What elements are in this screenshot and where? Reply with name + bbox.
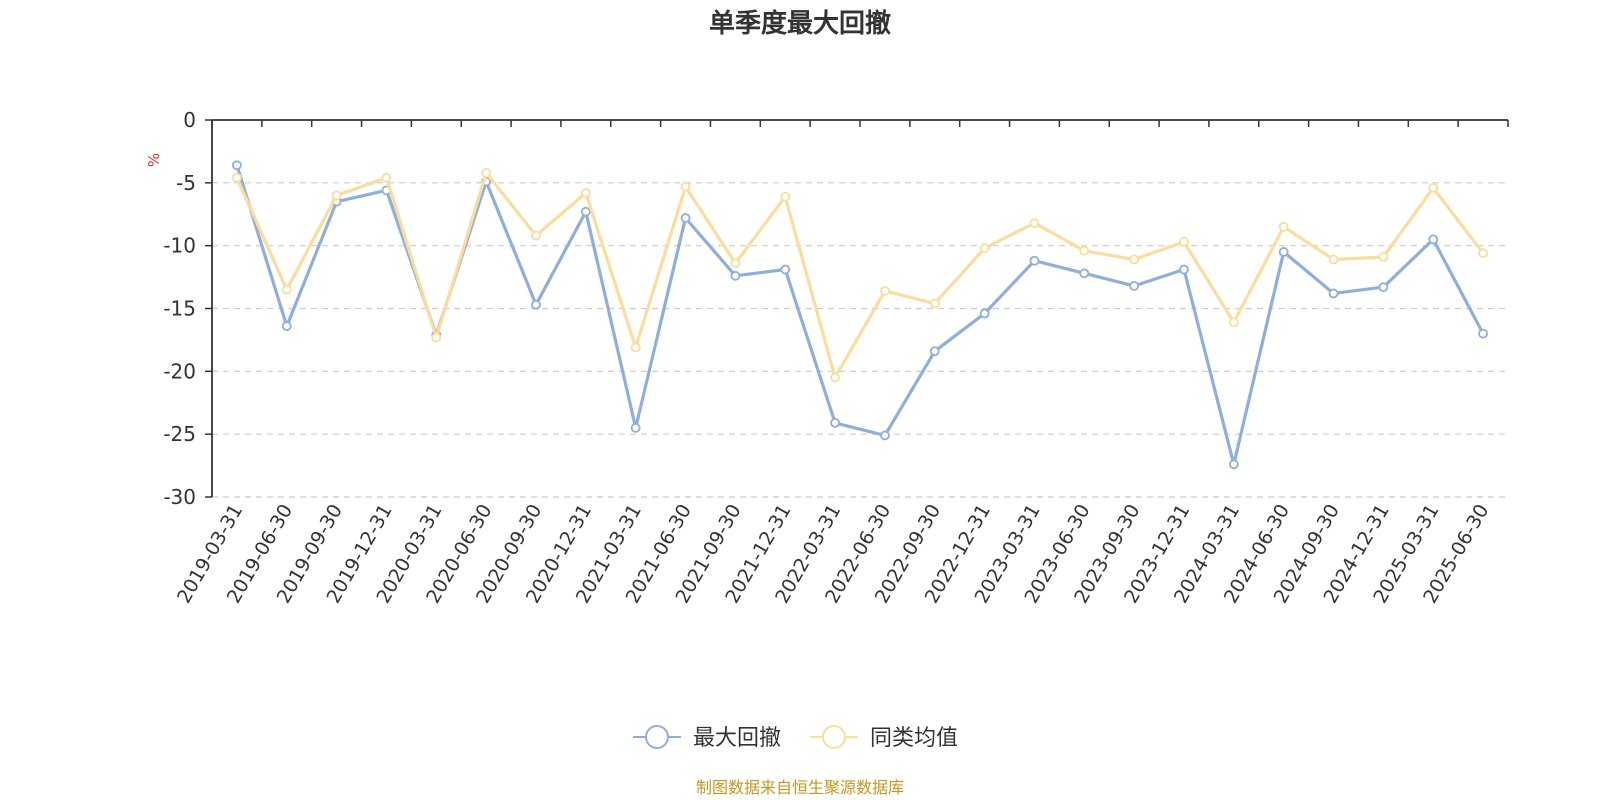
data-point bbox=[1079, 245, 1090, 256]
data-point bbox=[1328, 288, 1339, 299]
data-point bbox=[630, 422, 641, 433]
data-point bbox=[730, 258, 741, 269]
data-point bbox=[780, 191, 791, 202]
grid-lines bbox=[212, 182, 1508, 498]
data-point bbox=[730, 270, 741, 281]
data-point bbox=[880, 286, 890, 296]
data-point bbox=[331, 190, 342, 201]
y-tick-label: -20 bbox=[163, 359, 196, 383]
legend-marker-icon bbox=[822, 725, 846, 749]
y-axis-unit: % bbox=[145, 153, 163, 167]
legend-label: 同类均值 bbox=[870, 726, 958, 751]
data-point bbox=[1278, 221, 1289, 232]
data-point bbox=[979, 243, 990, 254]
y-tick-label: -5 bbox=[176, 171, 196, 195]
data-point bbox=[481, 167, 492, 178]
data-point bbox=[1328, 254, 1339, 265]
series-line bbox=[235, 171, 1485, 380]
data-point bbox=[531, 230, 541, 241]
y-tick-label: 0 bbox=[183, 108, 196, 132]
data-point bbox=[232, 172, 242, 183]
data-point bbox=[232, 160, 242, 171]
data-point bbox=[680, 181, 691, 192]
data-point bbox=[1129, 280, 1140, 291]
data-point bbox=[1129, 254, 1140, 265]
series-line bbox=[235, 164, 1485, 466]
data-point bbox=[281, 284, 292, 295]
data-point bbox=[1029, 218, 1040, 228]
data-point bbox=[580, 187, 591, 198]
data-point bbox=[630, 342, 641, 353]
data-point bbox=[1478, 248, 1488, 259]
data-point bbox=[1428, 234, 1439, 245]
data-point bbox=[580, 206, 591, 217]
data-point bbox=[929, 298, 940, 309]
data-point bbox=[1378, 282, 1389, 293]
data-point bbox=[780, 264, 791, 275]
data-point bbox=[680, 213, 691, 223]
series-layer bbox=[232, 160, 1488, 470]
data-point bbox=[1378, 252, 1389, 262]
data-point bbox=[1428, 182, 1439, 193]
data-point bbox=[531, 299, 541, 310]
axes bbox=[205, 119, 1509, 498]
data-point bbox=[830, 372, 840, 383]
data-point bbox=[979, 308, 990, 319]
data-point bbox=[830, 417, 840, 428]
data-point bbox=[1029, 255, 1040, 266]
x-tick-labels: 2019-03-312019-06-302019-09-302019-12-31… bbox=[173, 500, 1493, 607]
legend-item-max-drawdown[interactable]: 最大回撤 bbox=[633, 725, 781, 751]
data-point bbox=[381, 172, 392, 183]
source-note: 制图数据来自恒生聚源数据库 bbox=[696, 778, 904, 797]
series-max-drawdown bbox=[232, 160, 1488, 470]
data-point bbox=[1278, 247, 1289, 257]
y-tick-label: -15 bbox=[163, 297, 196, 321]
series-peer-average bbox=[232, 167, 1488, 383]
y-tick-labels: 0 -5 -10 -15 -20 -25 -30 bbox=[163, 108, 196, 509]
data-point bbox=[1228, 317, 1239, 328]
legend-label: 最大回撤 bbox=[693, 726, 781, 751]
y-tick-label: -10 bbox=[163, 234, 196, 258]
y-tick-label: -25 bbox=[163, 422, 196, 446]
data-point bbox=[431, 332, 442, 343]
data-point bbox=[1179, 264, 1189, 275]
data-point bbox=[1079, 268, 1090, 279]
data-point bbox=[1228, 459, 1239, 470]
legend[interactable]: 最大回撤 同类均值 bbox=[633, 725, 958, 751]
chart-title: 单季度最大回撤 bbox=[709, 8, 891, 39]
legend-marker-icon bbox=[645, 725, 669, 749]
data-point bbox=[281, 321, 292, 331]
data-point bbox=[1179, 236, 1189, 247]
data-point bbox=[929, 346, 940, 357]
y-tick-label: -30 bbox=[163, 485, 196, 509]
data-point bbox=[1478, 328, 1488, 339]
data-point bbox=[880, 430, 890, 441]
legend-item-peer-average[interactable]: 同类均值 bbox=[810, 725, 958, 751]
